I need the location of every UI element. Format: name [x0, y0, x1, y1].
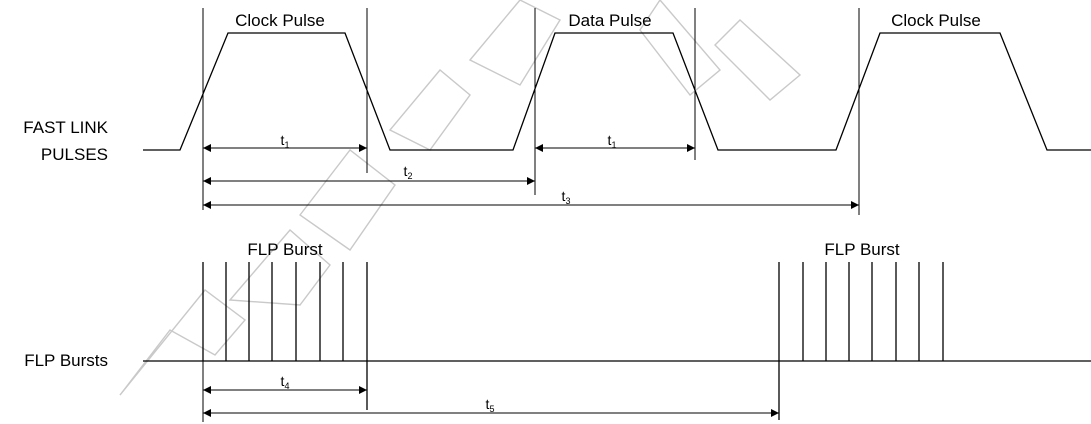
clock-pulse-label: Clock Pulse — [891, 11, 981, 30]
data-pulse-label: Data Pulse — [568, 11, 651, 30]
clock-pulse-label: Clock Pulse — [235, 11, 325, 30]
t4-label: t4 — [281, 373, 290, 391]
flp-burst-label: FLP Burst — [824, 240, 900, 259]
flp-burst-label: FLP Burst — [247, 240, 323, 259]
fast-link-pulses-label: PULSES — [41, 145, 108, 164]
flp-burst-pulses — [778, 262, 944, 420]
flp-bursts-row-label: FLP Bursts — [24, 351, 108, 370]
flp-burst-pulses — [202, 262, 368, 410]
fast-link-pulse-waveform — [143, 32, 1091, 151]
t3-label: t3 — [562, 188, 571, 206]
fast-link-pulses-label: FAST LINK — [23, 118, 108, 137]
t2-label: t2 — [404, 163, 413, 181]
watermark — [119, 0, 802, 396]
t5-label: t5 — [486, 396, 495, 414]
t1-label: t1 — [608, 132, 617, 150]
t1-label: t1 — [281, 132, 290, 150]
